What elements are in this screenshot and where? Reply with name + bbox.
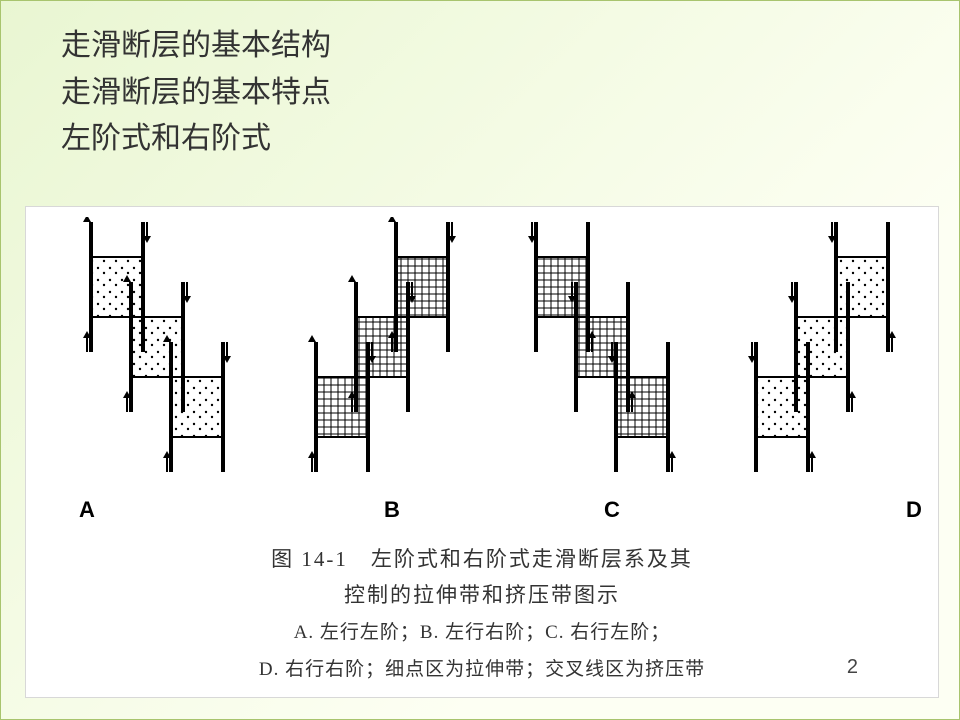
diagram-row: A B [26,217,938,537]
figure-area: A B [25,206,939,698]
panel-svg-c [516,217,716,497]
figure-caption: 图 14-1 左阶式和右阶式走滑断层系及其 控制的拉伸带和挤压带图示 A. 左行… [26,542,938,686]
panel-c: C [516,217,716,517]
panel-svg-d [736,217,936,497]
caption-title-2: 控制的拉伸带和挤压带图示 [26,578,938,614]
panel-svg-a [71,217,271,497]
page-number: 2 [847,656,858,679]
panel-label-d: D [906,497,922,523]
panel-label-c: C [604,497,620,523]
caption-title-1: 图 14-1 左阶式和右阶式走滑断层系及其 [26,542,938,578]
caption-legend-1: A. 左行左阶；B. 左行右阶；C. 右行左阶； [26,617,938,649]
header-line-1: 走滑断层的基本结构 [61,23,331,70]
panel-b: B [296,217,496,517]
panel-svg-b [296,217,496,497]
header-line-2: 走滑断层的基本特点 [61,70,331,117]
panel-label-b: B [384,497,400,523]
slide: 走滑断层的基本结构 走滑断层的基本特点 左阶式和右阶式 [0,0,960,720]
header-block: 走滑断层的基本结构 走滑断层的基本特点 左阶式和右阶式 [61,23,331,163]
header-line-3: 左阶式和右阶式 [61,116,331,163]
panel-a: A [71,217,271,517]
caption-legend-2: D. 右行右阶；细点区为拉伸带；交叉线区为挤压带 [26,654,938,686]
panel-d: D [736,217,936,517]
panel-label-a: A [79,497,95,523]
